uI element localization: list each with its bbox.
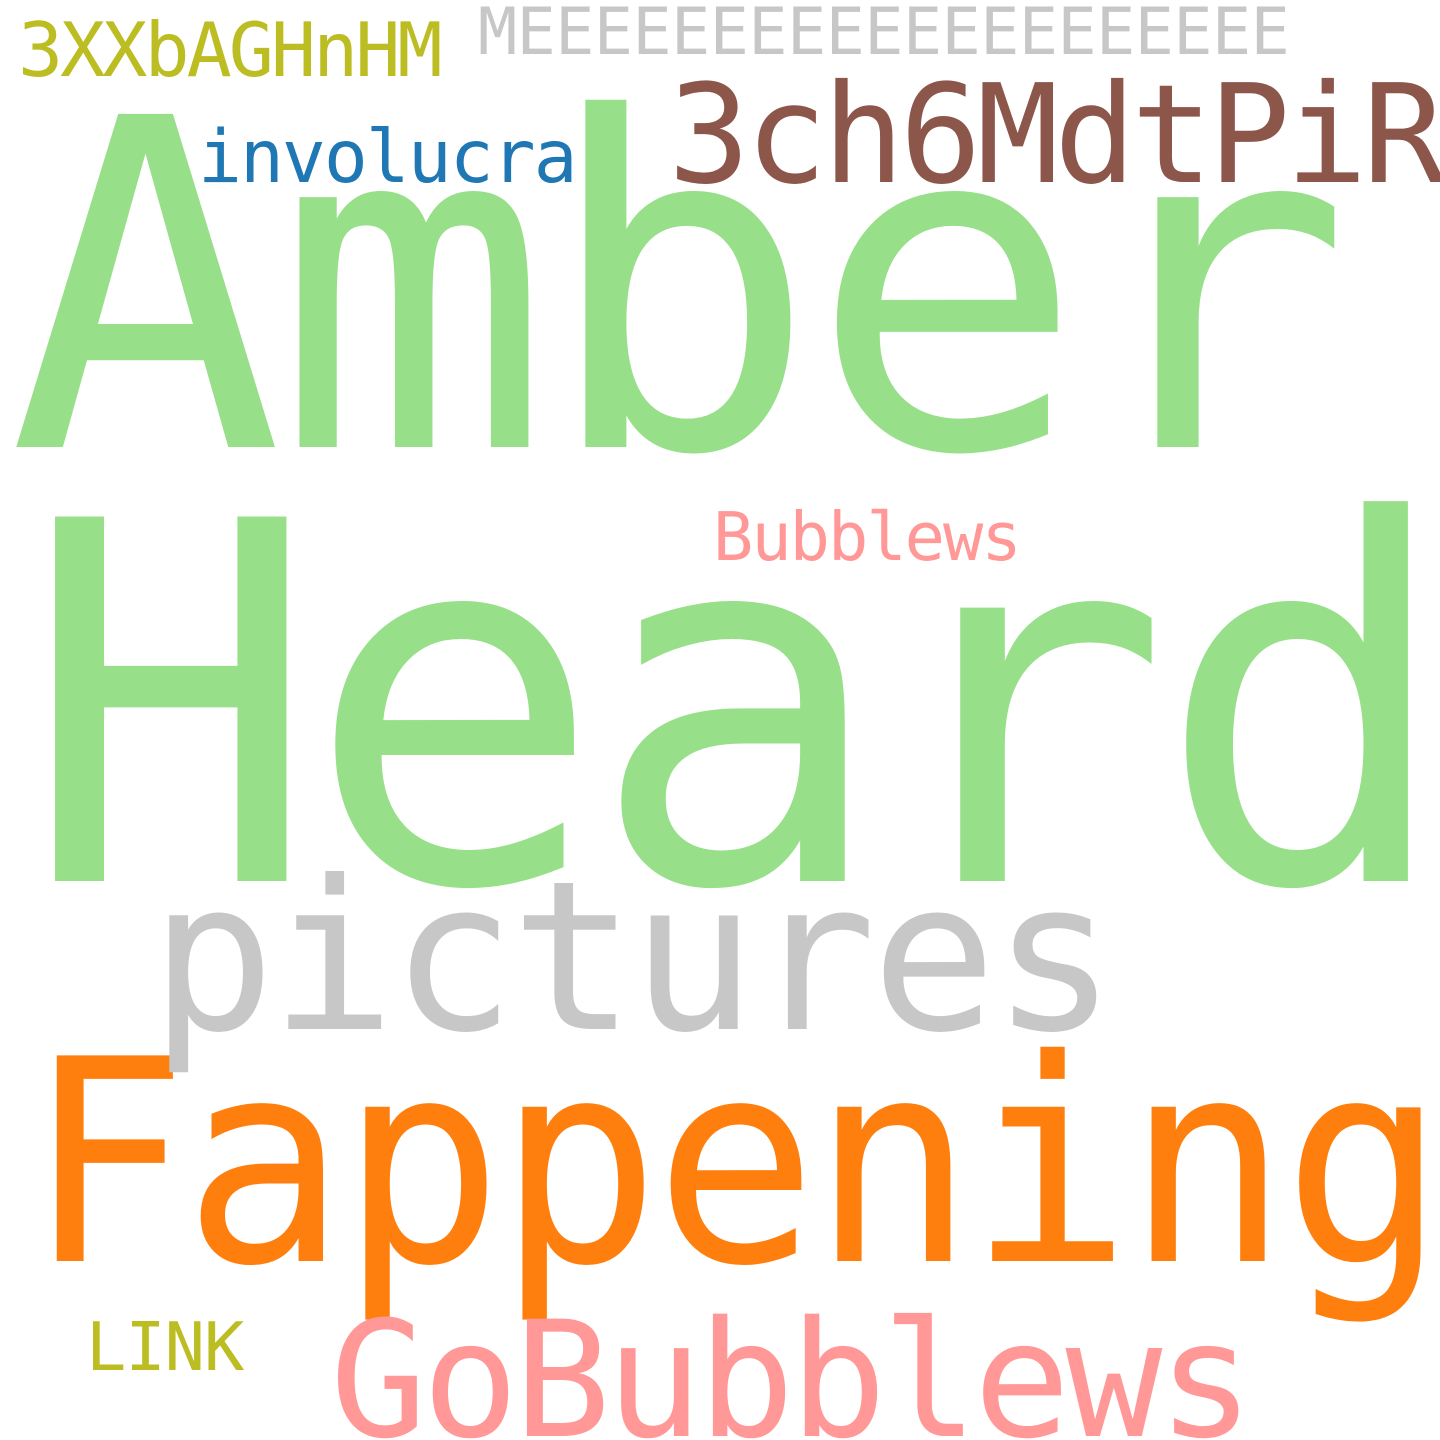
word-fappening: Fappening: [26, 999, 1440, 1328]
word-bubblews: Bubblews: [713, 498, 1022, 576]
word-involucra: involucra: [198, 115, 578, 200]
word-3ch6mdtpir: 3ch6MdtPiR: [668, 56, 1440, 215]
word-3xxbaghnhm: 3XXbAGHnHM: [18, 6, 443, 94]
word-meeee: MEEEEEEEEEEEEEEEEEEEE: [478, 0, 1290, 70]
word-gobubblews: GoBubblews: [330, 1287, 1254, 1440]
word-link: LINK: [86, 1308, 244, 1386]
word-amber: Amber: [8, 23, 1352, 555]
word-heard: Heard: [22, 417, 1440, 999]
word-pictures: pictures: [150, 837, 1117, 1079]
